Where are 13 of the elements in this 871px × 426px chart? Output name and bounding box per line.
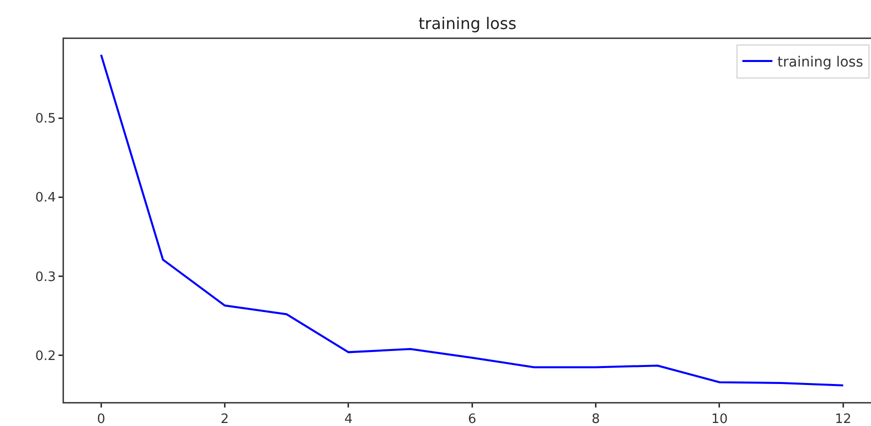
legend-label: training loss [777, 54, 864, 71]
x-tick-label: 4 [344, 412, 353, 426]
chart-title: training loss [418, 14, 516, 34]
y-tick-label: 0.2 [35, 348, 56, 364]
x-tick-label: 2 [220, 412, 229, 426]
y-tick-label: 0.5 [35, 112, 56, 127]
x-tick-label: 6 [468, 412, 476, 426]
x-tick-label: 10 [711, 412, 728, 426]
y-tick-label: 0.3 [35, 270, 56, 285]
y-tick-label: 0.4 [35, 190, 56, 206]
x-tick-label: 12 [834, 412, 852, 426]
x-tick-label: 8 [592, 412, 600, 426]
x-tick-label: 0 [96, 412, 106, 426]
